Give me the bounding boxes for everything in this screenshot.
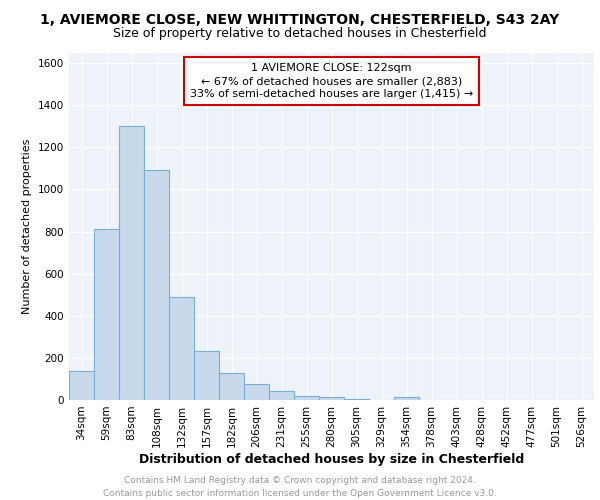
Text: Size of property relative to detached houses in Chesterfield: Size of property relative to detached ho…: [113, 28, 487, 40]
Bar: [69, 370, 94, 400]
Bar: [219, 372, 244, 400]
Bar: [294, 396, 319, 400]
Text: Contains HM Land Registry data © Crown copyright and database right 2024.
Contai: Contains HM Land Registry data © Crown c…: [103, 476, 497, 498]
Bar: [269, 390, 294, 400]
Text: 1 AVIEMORE CLOSE: 122sqm
← 67% of detached houses are smaller (2,883)
33% of sem: 1 AVIEMORE CLOSE: 122sqm ← 67% of detach…: [190, 63, 473, 100]
Bar: [394, 397, 419, 400]
Y-axis label: Number of detached properties: Number of detached properties: [22, 138, 32, 314]
Bar: [94, 230, 119, 400]
Text: 1, AVIEMORE CLOSE, NEW WHITTINGTON, CHESTERFIELD, S43 2AY: 1, AVIEMORE CLOSE, NEW WHITTINGTON, CHES…: [40, 12, 560, 26]
X-axis label: Distribution of detached houses by size in Chesterfield: Distribution of detached houses by size …: [139, 452, 524, 466]
Bar: [144, 170, 169, 400]
Bar: [244, 384, 269, 400]
Bar: [169, 297, 194, 400]
Bar: [119, 126, 144, 400]
Bar: [194, 350, 219, 400]
Bar: [319, 397, 344, 400]
Bar: [344, 399, 369, 400]
